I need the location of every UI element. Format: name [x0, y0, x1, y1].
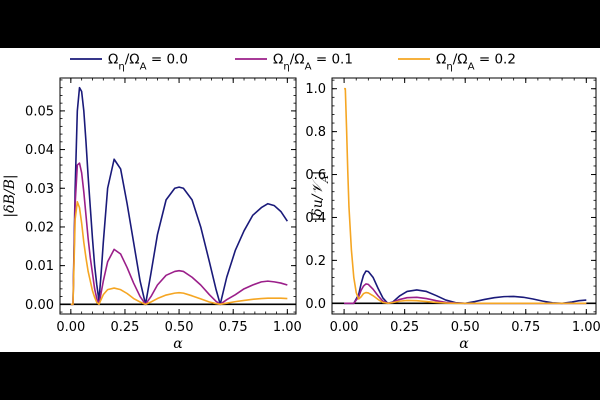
series-line [70, 86, 289, 306]
x-tick-label: 0.00 [330, 320, 359, 335]
panel-delta-u: 0.00 0.25 0.50 0.75 1.00 0.0 0.2 0.4 0.6 0.8 1.0 α |… [305, 77, 600, 352]
series-line [344, 87, 587, 305]
x-tick-label: 0.25 [110, 320, 139, 335]
y-tick-label: 0.6 [305, 168, 326, 183]
y-tick-label: 0.8 [305, 125, 326, 140]
y-axis-label: |δB/B| [2, 174, 18, 217]
legend-entry: Ωη/ΩA = 0.0 [70, 52, 188, 73]
x-axis-label: α [173, 336, 183, 352]
y-axis-label: |δu/𝒱A| [310, 171, 331, 222]
y-tick-label: 0.2 [305, 254, 326, 269]
x-tick-label: 0.25 [390, 320, 419, 335]
x-tick-label: 0.75 [219, 320, 248, 335]
x-tick-label: 0.50 [451, 320, 480, 335]
panel-delta-b: 0.00 0.25 0.50 0.75 1.00 0.00 0.01 0.02 0.03 0.04… [2, 77, 302, 352]
legend: Ωη/ΩA = 0.0 Ωη/ΩA = 0.1 Ωη/ΩA = 0.2 [70, 52, 516, 73]
y-tick-label: 0.4 [305, 211, 326, 226]
x-tick-label: 0.50 [165, 320, 194, 335]
x-axis-label: α [459, 336, 469, 352]
y-tick-label: 1.0 [305, 82, 326, 97]
x-tick-label: 0.00 [56, 320, 85, 335]
legend-entry: Ωη/ΩA = 0.2 [398, 52, 516, 73]
y-tick-label: 0.04 [25, 143, 54, 158]
y-tick-label: 0.05 [25, 104, 54, 119]
y-tick-label: 0.00 [25, 298, 54, 313]
y-tick-label: 0.03 [25, 182, 54, 197]
legend-label: Ωη/ΩA = 0.1 [273, 52, 353, 73]
legend-label: Ωη/ΩA = 0.2 [436, 52, 516, 73]
legend-label: Ωη/ΩA = 0.0 [108, 52, 188, 73]
x-tick-label: 0.75 [511, 320, 540, 335]
y-tick-label: 0.02 [25, 220, 54, 235]
plot-frame [331, 77, 597, 315]
y-tick-label: 0.01 [25, 259, 54, 274]
x-tick-label: 1.00 [273, 320, 302, 335]
series-line [344, 270, 587, 305]
x-tick-label: 1.00 [572, 320, 600, 335]
figure-canvas: Ωη/ΩA = 0.0 Ωη/ΩA = 0.1 Ωη/ΩA = 0.2 0.00 0.… [2, 52, 600, 353]
legend-entry: Ωη/ΩA = 0.1 [235, 52, 353, 73]
figure: Ωη/ΩA = 0.0 Ωη/ΩA = 0.1 Ωη/ΩA = 0.2 0.00 0.… [0, 48, 600, 352]
series-line [70, 162, 288, 306]
series-line [70, 201, 288, 306]
y-tick-label: 0.0 [305, 297, 326, 312]
